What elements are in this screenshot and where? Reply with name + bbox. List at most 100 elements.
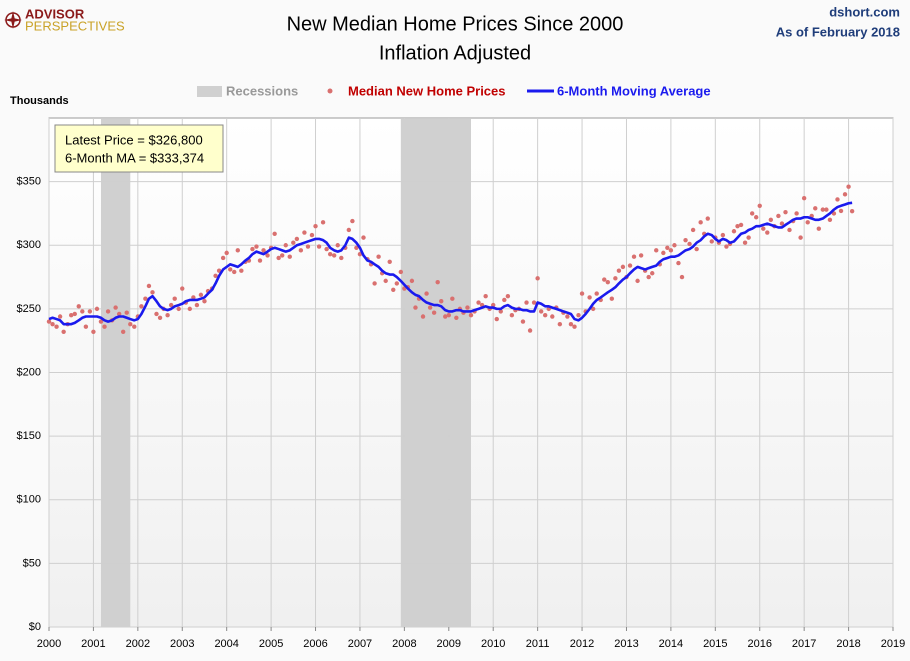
price-point [254, 244, 259, 249]
price-point [50, 321, 55, 327]
x-tick-label: 2006 [303, 638, 327, 650]
logo-icon [4, 11, 22, 29]
price-point [194, 302, 200, 308]
price-point [794, 211, 799, 216]
y-tick-label: $200 [17, 366, 41, 378]
price-point [354, 245, 359, 250]
x-tick-label: 2013 [614, 638, 638, 650]
x-tick-label: 2011 [526, 638, 550, 650]
price-point [316, 244, 322, 249]
chart-title: New Median Home Prices Since 2000 [287, 13, 624, 35]
price-point [294, 236, 300, 242]
price-point [150, 290, 155, 295]
price-point [783, 209, 788, 215]
chart-subtitle: Inflation Adjusted [379, 42, 531, 64]
legend-swatch [197, 86, 222, 97]
price-point [602, 277, 607, 282]
price-point [820, 207, 826, 212]
price-point [609, 296, 615, 301]
price-point [132, 324, 137, 329]
price-point [420, 314, 426, 319]
price-point [276, 255, 281, 261]
price-point [176, 306, 181, 312]
price-point [720, 232, 726, 238]
price-point [679, 274, 685, 280]
price-point [191, 295, 196, 300]
price-point [520, 319, 526, 324]
price-point [805, 220, 810, 225]
price-point [261, 248, 266, 253]
price-point [616, 268, 622, 273]
price-point [672, 243, 677, 248]
price-point [265, 253, 270, 258]
date: As of February 2018 [776, 24, 900, 39]
price-point [46, 319, 52, 324]
price-point [320, 220, 326, 225]
price-point [709, 239, 714, 244]
price-point [450, 296, 455, 301]
price-point [661, 250, 666, 256]
price-point [198, 292, 204, 298]
price-point [646, 274, 651, 280]
price-point [454, 315, 459, 320]
price-point [605, 279, 611, 285]
price-point [313, 223, 318, 229]
price-point [87, 309, 93, 314]
price-point [842, 192, 848, 197]
price-point [505, 293, 511, 299]
price-point [239, 268, 244, 273]
price-point [324, 246, 329, 252]
price-point [665, 245, 670, 250]
x-tick-label: 2018 [836, 638, 860, 650]
price-point [346, 227, 352, 233]
price-point [757, 203, 762, 209]
price-point [779, 221, 785, 226]
logo: ADVISOR PERSPECTIVES [4, 6, 125, 33]
price-point [668, 248, 674, 253]
price-point [635, 278, 640, 284]
price-point [694, 246, 699, 252]
price-point [483, 293, 488, 299]
price-point [813, 206, 818, 211]
price-point [302, 230, 307, 235]
price-point [376, 254, 381, 259]
x-tick-label: 2019 [881, 638, 905, 650]
x-tick-label: 2003 [170, 638, 194, 650]
price-point [465, 305, 470, 310]
price-point [120, 329, 126, 334]
price-point [565, 314, 570, 319]
price-point [54, 324, 59, 329]
x-tick-label: 2004 [214, 638, 238, 650]
price-point [61, 329, 66, 334]
price-point [768, 217, 774, 222]
price-point [224, 250, 229, 256]
price-point [372, 281, 377, 286]
price-point [202, 299, 207, 304]
price-point [102, 324, 107, 329]
x-tick-label: 2008 [392, 638, 416, 650]
price-point [476, 300, 481, 305]
x-tick-label: 2001 [81, 638, 105, 650]
x-tick-label: 2016 [747, 638, 771, 650]
price-point [232, 269, 237, 275]
y-tick-label: $100 [17, 494, 41, 506]
price-point [180, 286, 185, 291]
price-point [298, 248, 304, 253]
x-tick-label: 2015 [703, 638, 727, 650]
price-point [187, 306, 193, 312]
x-tick-label: 2002 [126, 638, 150, 650]
price-point [650, 271, 655, 276]
price-point [113, 305, 118, 310]
price-point [424, 291, 429, 296]
price-point [835, 197, 840, 202]
price-point [631, 254, 637, 259]
price-point [542, 313, 548, 318]
annotation-box [54, 124, 224, 173]
price-point [235, 248, 240, 253]
price-point [309, 232, 315, 238]
price-point [801, 195, 807, 201]
price-point [91, 329, 96, 334]
price-point [213, 273, 218, 278]
price-point [409, 278, 415, 284]
price-point [383, 278, 388, 284]
